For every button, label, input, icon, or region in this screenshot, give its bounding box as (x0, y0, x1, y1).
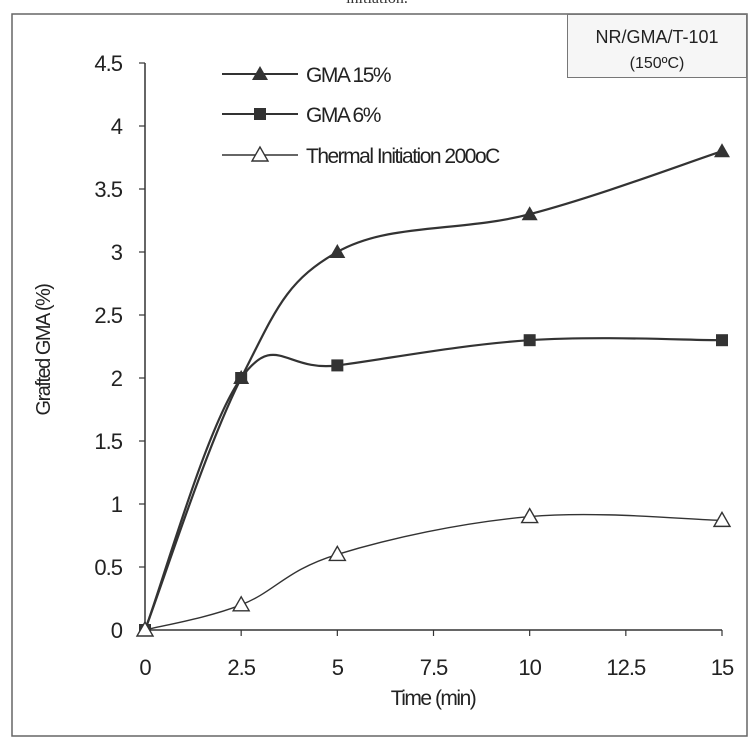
x-tick-label: 15 (711, 655, 734, 680)
legend: GMA 15% GMA 6% Thermal Initiation 200oC (222, 64, 502, 168)
data-point-square (523, 334, 536, 347)
data-point-open-triangle (520, 507, 539, 524)
data-point-square (235, 372, 248, 384)
x-tick-label: 0 (139, 655, 151, 680)
series-3 (135, 507, 732, 637)
y-tick-label: 1.5 (94, 429, 122, 454)
x-tick-label: 5 (332, 655, 344, 680)
y-axis-label: Grafted GMA (%) (33, 284, 55, 416)
x-axis-label: Time (min) (391, 687, 476, 710)
y-tick-label: 0.5 (94, 555, 122, 580)
x-tick-label: 12.5 (606, 655, 646, 680)
y-tick-label: 4.5 (94, 51, 122, 76)
y-tick-label: 2.5 (94, 303, 122, 328)
chart-frame (11, 13, 748, 737)
condition-note-box: NR/GMA/T-101 (150ºC) (567, 14, 747, 78)
x-tick-label: 7.5 (420, 655, 448, 680)
data-point-square (254, 108, 266, 120)
data-point-triangle (329, 244, 346, 258)
legend-item: GMA 6% (222, 104, 382, 127)
y-tick-label: 1 (111, 492, 123, 517)
x-tick-label: 2.5 (227, 655, 255, 680)
data-point-square (716, 334, 728, 347)
legend-item: GMA 15% (222, 64, 392, 87)
caption-fragment: initiation. (0, 0, 754, 8)
y-tick-label: 3 (111, 240, 123, 265)
axis-ticks: 0 2.5 5 7.5 10 12.5 15 0 0.5 1 1.5 2 2.5 3 3.5 4 4.5 (94, 51, 735, 680)
legend-label: GMA 15% (306, 64, 391, 87)
data-point-triangle (252, 66, 268, 80)
legend-label: GMA 6% (306, 104, 381, 127)
note-temperature: (150ºC) (629, 55, 685, 72)
data-point-square (331, 359, 344, 372)
data-point-open-triangle (250, 145, 270, 162)
y-tick-label: 2 (111, 366, 123, 391)
series-1 (137, 143, 730, 636)
series-line (143, 337, 723, 631)
data-point-triangle (521, 206, 538, 221)
y-tick-label: 4 (111, 114, 123, 139)
series-2 (139, 334, 728, 636)
legend-item: Thermal Initiation 200oC (222, 145, 502, 168)
note-sample-code: NR/GMA/T-101 (595, 27, 719, 47)
data-point-open-triangle (712, 510, 732, 528)
legend-label: Thermal Initiation 200oC (306, 145, 500, 168)
data-point-open-triangle (231, 595, 251, 612)
data-point-triangle (714, 143, 730, 158)
series-line (144, 513, 723, 631)
y-tick-label: 3.5 (94, 177, 122, 202)
y-tick-label: 0 (111, 618, 123, 643)
series-line (143, 150, 723, 631)
x-tick-label: 10 (518, 655, 541, 680)
series-layer (135, 143, 732, 637)
data-point-open-triangle (135, 620, 155, 637)
data-point-open-triangle (328, 544, 347, 562)
